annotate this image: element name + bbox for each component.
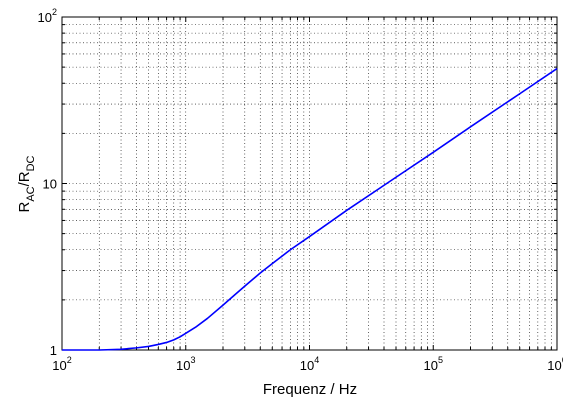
x-tick-label: 102 <box>52 355 71 373</box>
series-line-1 <box>62 67 558 351</box>
tick-marks <box>61 16 558 351</box>
x-axis-title: Frequenz / Hz <box>263 381 357 398</box>
x-tick-label: 104 <box>300 355 319 373</box>
grid <box>62 17 557 350</box>
x-tick-label: 105 <box>424 355 443 373</box>
y-tick-label: 102 <box>38 7 57 25</box>
y-tick-label: 10 <box>43 177 57 192</box>
series-layer <box>62 67 558 351</box>
x-tick-label: 106 <box>547 355 563 373</box>
tick-labels: 102 103 104 105 106 1 10 102 <box>38 7 563 373</box>
y-tick-label: 1 <box>50 343 57 358</box>
y-axis-title: RAC/RDC <box>16 155 37 212</box>
x-tick-label: 103 <box>176 355 195 373</box>
